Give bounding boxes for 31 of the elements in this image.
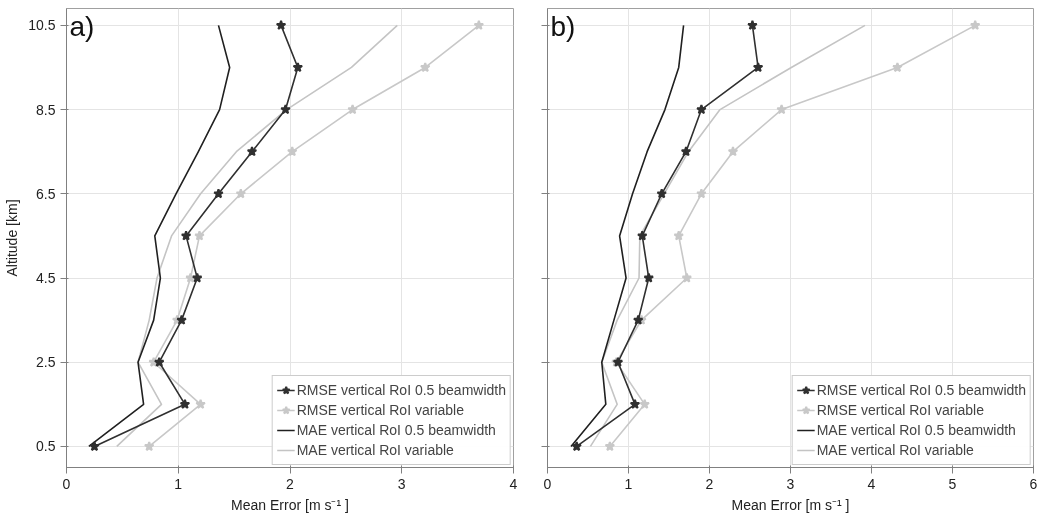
y-tick-label: 0.5 (36, 438, 56, 455)
y-tick-label: 4.5 (36, 270, 56, 286)
x-tick-label: 3 (786, 475, 795, 492)
annotation: a) (69, 10, 95, 42)
legend-label: MAE vertical RoI variable (816, 442, 974, 458)
legend-label: MAE vertical RoI 0.5 beamwidth (816, 422, 1016, 438)
x-tick-label: 4 (509, 475, 518, 492)
legend-label: MAE vertical RoI variable (296, 442, 454, 458)
x-axis-title: Mean Error [m s⁻¹ ] (731, 496, 850, 513)
y-axis-title: Altitude [km] (4, 199, 21, 277)
x-tick-label: 2 (705, 475, 714, 492)
y-tick-label: 2.5 (36, 354, 56, 371)
y-tick-label: 6.5 (36, 185, 56, 202)
x-tick-label: 5 (948, 475, 957, 492)
legend-label: RMSE vertical RoI 0.5 beamwidth (296, 382, 506, 398)
legend-label: RMSE vertical RoI variable (816, 402, 984, 418)
annotation: b) (550, 10, 576, 42)
y-tick-label: 10.5 (28, 17, 56, 34)
x-tick-label: 2 (286, 475, 295, 492)
x-tick-label: 0 (543, 475, 552, 492)
x-axis-title: Mean Error [m s⁻¹ ] (231, 496, 349, 513)
legend-label: RMSE vertical RoI 0.5 beamwidth (816, 382, 1026, 398)
x-tick-label: 4 (867, 475, 876, 492)
x-tick-label: 3 (397, 475, 406, 492)
legend-label: MAE vertical RoI 0.5 beamwidth (296, 422, 496, 438)
legend-label: RMSE vertical RoI variable (296, 402, 464, 418)
x-tick-label: 0 (62, 475, 71, 492)
x-tick-label: 1 (174, 475, 183, 492)
y-tick-label: 8.5 (36, 101, 56, 118)
x-tick-label: 6 (1029, 475, 1038, 492)
x-tick-label: 1 (624, 475, 633, 492)
